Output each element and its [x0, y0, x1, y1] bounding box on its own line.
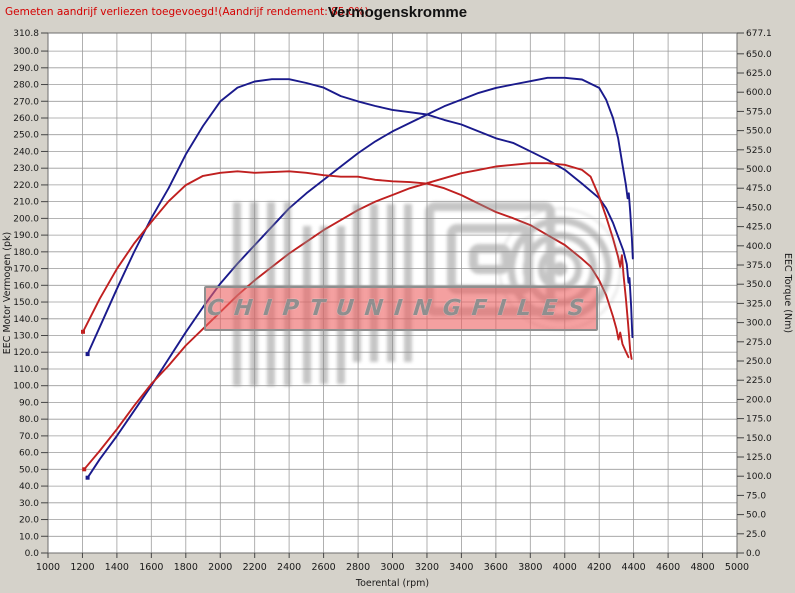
svg-text:100.0: 100.0	[13, 382, 39, 392]
svg-text:50.0: 50.0	[746, 511, 766, 521]
svg-text:60.0: 60.0	[19, 449, 39, 459]
svg-text:3200: 3200	[415, 562, 439, 573]
svg-text:475.0: 475.0	[746, 184, 772, 194]
svg-text:200.0: 200.0	[746, 395, 772, 405]
svg-text:650.0: 650.0	[746, 50, 772, 60]
svg-text:450.0: 450.0	[746, 203, 772, 213]
svg-text:240.0: 240.0	[13, 147, 39, 157]
svg-text:210.0: 210.0	[13, 198, 39, 208]
svg-text:20.0: 20.0	[19, 516, 39, 526]
svg-text:4800: 4800	[690, 562, 714, 573]
svg-text:250.0: 250.0	[746, 357, 772, 367]
svg-text:75.0: 75.0	[746, 491, 766, 501]
svg-text:80.0: 80.0	[19, 415, 39, 425]
svg-text:3800: 3800	[518, 562, 542, 573]
svg-text:40.0: 40.0	[19, 482, 39, 492]
svg-text:425.0: 425.0	[746, 223, 772, 233]
svg-text:550.0: 550.0	[746, 127, 772, 137]
svg-text:120.0: 120.0	[13, 348, 39, 358]
svg-text:300.0: 300.0	[746, 319, 772, 329]
svg-text:30.0: 30.0	[19, 499, 39, 509]
svg-text:1400: 1400	[105, 562, 129, 573]
svg-text:275.0: 275.0	[746, 338, 772, 348]
svg-text:4400: 4400	[622, 562, 646, 573]
svg-text:3600: 3600	[484, 562, 508, 573]
svg-text:1800: 1800	[174, 562, 198, 573]
svg-text:3400: 3400	[449, 562, 473, 573]
svg-text:300.0: 300.0	[13, 47, 39, 57]
svg-text:Toerental (rpm): Toerental (rpm)	[355, 578, 429, 589]
svg-text:260.0: 260.0	[13, 114, 39, 124]
svg-text:625.0: 625.0	[746, 69, 772, 79]
svg-text:1200: 1200	[70, 562, 94, 573]
svg-text:2000: 2000	[208, 562, 232, 573]
svg-text:190.0: 190.0	[13, 231, 39, 241]
svg-text:125.0: 125.0	[746, 453, 772, 463]
svg-text:2800: 2800	[346, 562, 370, 573]
svg-text:25.0: 25.0	[746, 530, 766, 540]
svg-text:290.0: 290.0	[13, 64, 39, 74]
svg-text:150.0: 150.0	[746, 434, 772, 444]
svg-text:270.0: 270.0	[13, 97, 39, 107]
svg-text:3000: 3000	[380, 562, 404, 573]
svg-text:90.0: 90.0	[19, 398, 39, 408]
svg-text:160.0: 160.0	[13, 281, 39, 291]
svg-text:180.0: 180.0	[13, 248, 39, 258]
svg-text:1000: 1000	[36, 562, 60, 573]
svg-text:600.0: 600.0	[746, 88, 772, 98]
svg-text:2600: 2600	[312, 562, 336, 573]
svg-text:170.0: 170.0	[13, 265, 39, 275]
svg-text:0.0: 0.0	[25, 549, 40, 559]
svg-text:375.0: 375.0	[746, 261, 772, 271]
svg-text:0.0: 0.0	[746, 549, 761, 559]
svg-text:50.0: 50.0	[19, 465, 39, 475]
svg-text:325.0: 325.0	[746, 299, 772, 309]
chart-title: Vermogenskromme	[327, 4, 468, 21]
svg-text:310.8: 310.8	[13, 29, 39, 39]
svg-text:2400: 2400	[277, 562, 301, 573]
svg-text:220.0: 220.0	[13, 181, 39, 191]
svg-text:2200: 2200	[243, 562, 267, 573]
svg-text:150.0: 150.0	[13, 298, 39, 308]
svg-text:280.0: 280.0	[13, 81, 39, 91]
svg-text:225.0: 225.0	[746, 376, 772, 386]
svg-text:130.0: 130.0	[13, 331, 39, 341]
svg-text:100.0: 100.0	[746, 472, 772, 482]
svg-text:350.0: 350.0	[746, 280, 772, 290]
svg-text:70.0: 70.0	[19, 432, 39, 442]
svg-text:EEC Motor Vermogen (pk): EEC Motor Vermogen (pk)	[2, 232, 13, 354]
svg-text:400.0: 400.0	[746, 242, 772, 252]
svg-text:4000: 4000	[553, 562, 577, 573]
svg-text:110.0: 110.0	[13, 365, 39, 375]
svg-text:200.0: 200.0	[13, 214, 39, 224]
svg-text:500.0: 500.0	[746, 165, 772, 175]
svg-text:140.0: 140.0	[13, 315, 39, 325]
drivetrain-loss-note: Gemeten aandrijf verliezen toegevoegd!(A…	[5, 6, 369, 18]
svg-text:5000: 5000	[725, 562, 749, 573]
svg-text:250.0: 250.0	[13, 131, 39, 141]
svg-text:575.0: 575.0	[746, 107, 772, 117]
svg-text:230.0: 230.0	[13, 164, 39, 174]
svg-text:525.0: 525.0	[746, 146, 772, 156]
svg-text:10.0: 10.0	[19, 532, 39, 542]
svg-text:EEC Torque (Nm): EEC Torque (Nm)	[782, 253, 793, 333]
svg-text:1600: 1600	[139, 562, 163, 573]
svg-text:677.1: 677.1	[746, 29, 772, 39]
svg-text:4600: 4600	[656, 562, 680, 573]
svg-text:175.0: 175.0	[746, 415, 772, 425]
svg-text:4200: 4200	[587, 562, 611, 573]
